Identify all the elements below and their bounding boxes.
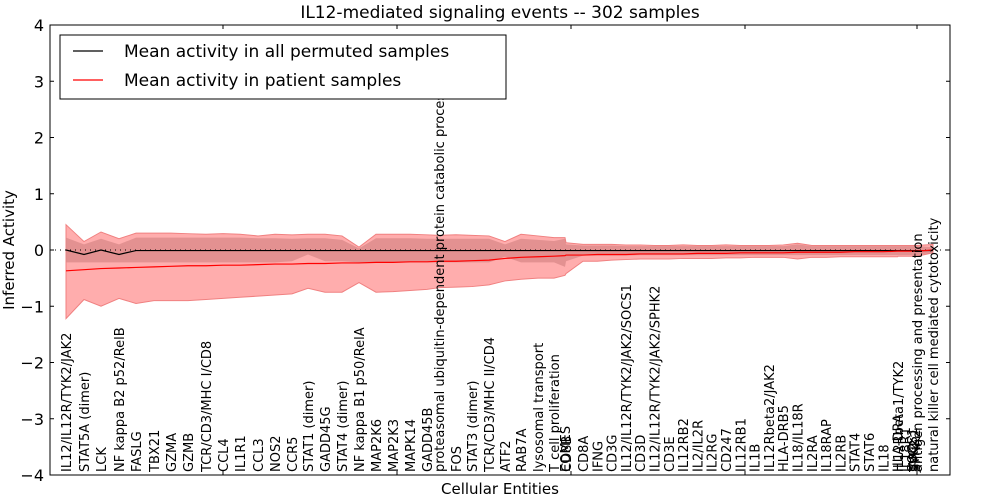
x-tick-label: IL12Rbeta2/JAK2 <box>763 364 778 472</box>
x-tick-label: CD3G <box>606 435 621 472</box>
x-tick-label: STAT4 (dimer) <box>336 381 351 472</box>
x-tick-label: CD8B <box>560 436 575 472</box>
x-tick-label: T cell proliferation <box>548 354 563 473</box>
x-tick-label: GZMB <box>182 433 197 472</box>
y-tick-label: 4 <box>34 16 44 35</box>
x-tick-label: IL12/IL12R/TYK2/JAK2/SOCS1 <box>620 284 635 472</box>
x-tick-label: IL12/IL12R/TYK2/JAK2/SPHK2 <box>649 286 664 472</box>
permuted-mean-line <box>65 249 933 256</box>
x-tick-label: ATF2 <box>499 440 514 472</box>
x-tick-label: FASLG <box>130 431 145 472</box>
x-tick-label: STAT1 (dimer) <box>302 381 317 472</box>
x-tick-label: CD8A <box>577 436 592 472</box>
y-tick-label: −4 <box>20 466 44 485</box>
x-tick-label: RAB7A <box>515 428 530 472</box>
x-tick-label: IL2RB <box>834 435 849 472</box>
x-tick-label: HLA-DRB5 <box>777 405 792 472</box>
x-tick-label: STAT3 (dimer) <box>466 381 481 472</box>
y-tick-label: 2 <box>34 129 44 148</box>
x-tick-label: IL1R1 <box>234 435 249 472</box>
x-tick-label: IL18 <box>877 444 892 472</box>
x-tick-label: CCL3 <box>252 438 267 472</box>
x-tick-label: IL12/IL12R/TYK2/JAK2 <box>60 333 75 472</box>
x-tick-label: GADD45G <box>319 406 334 472</box>
x-tick-label: NOS2 <box>269 436 284 472</box>
x-tick-label: GZMA <box>165 433 180 472</box>
x-tick-label: IL18/IL18R <box>792 403 807 472</box>
plot-area: −4 −3 −2 −1 0 1 2 3 4 IL12/IL12R/TYK2/JAK2 STAT5A … <box>20 16 951 485</box>
x-tick-label: NF kappa B2 p52/RelB <box>113 327 128 472</box>
patient-mean-line <box>65 249 934 272</box>
x-tick-label: lysosomal transport <box>532 343 547 472</box>
y-tick-label: 3 <box>34 72 44 91</box>
x-tick-label: IL12RB1 <box>734 418 749 472</box>
x-tick-label: IFNG <box>591 441 606 472</box>
legend: Mean activity in all permuted samples Me… <box>59 34 507 100</box>
x-tick-label: JAK2 <box>907 443 922 473</box>
x-tick-label: IL12RB2 <box>677 418 692 472</box>
x-tick-label: CD247 <box>720 428 735 472</box>
y-tick-label: 1 <box>34 185 44 204</box>
x-tick-label: MAP2K3 <box>387 419 402 472</box>
x-tick-label: IL2/IL2R <box>691 420 706 472</box>
x-tick-label: GADD45B <box>421 408 436 472</box>
y-tick-label: −3 <box>20 410 44 429</box>
x-tick-label: TCR/CD3/MHC II/CD4 <box>483 337 498 473</box>
x-tick-label: STAT5A (dimer) <box>78 372 93 472</box>
x-tick-label: FOS <box>450 446 465 472</box>
x-tick-label: LCK <box>95 447 110 472</box>
chart-title: IL12-mediated signaling events -- 302 sa… <box>300 3 700 23</box>
legend-box <box>59 34 507 100</box>
x-tick-label: proteasomal ubiquitin-dependent protein … <box>433 87 448 472</box>
inner-band <box>66 237 933 267</box>
x-tick-label: natural killer cell mediated cytotoxicit… <box>927 217 942 472</box>
y-tick-label: −1 <box>20 297 44 316</box>
x-axis-label: Cellular Entities <box>441 480 559 498</box>
x-tick-label: IL18RAP <box>820 419 835 472</box>
x-tick-label: TYK2 <box>908 439 923 473</box>
x-tick-label: CD3D <box>634 435 649 472</box>
legend-label-permuted: Mean activity in all permuted samples <box>124 42 449 62</box>
x-tick-label: CCL4 <box>217 438 232 472</box>
x-tick-label: STAT6 <box>863 433 878 472</box>
legend-label-patient: Mean activity in patient samples <box>124 71 401 91</box>
x-tick-label: IL12Rbeta1/TYK2 <box>892 361 907 472</box>
x-tick-label: MAPK14 <box>404 419 419 472</box>
y-tick-label: −2 <box>20 354 44 373</box>
x-tick-label: EOMES <box>559 426 574 472</box>
x-tick-label: IL18R1 <box>899 427 914 472</box>
x-tick-label: SPHK2 <box>909 429 924 472</box>
x-tick-label: CD3E <box>663 436 678 472</box>
x-tick-label: SOCS1 <box>906 428 921 472</box>
x-tick-label: antigen processing and presentation <box>911 233 926 472</box>
x-tick-label: TBX21 <box>148 430 163 473</box>
x-tick-label: TCR/CD3/MHC I/CD8 <box>200 341 215 473</box>
x-tick-label: MAP2K6 <box>370 419 385 472</box>
x-tick-label: CCR5 <box>286 437 301 472</box>
y-tick-label: 0 <box>34 241 44 260</box>
x-tick-label: HLA-DRA <box>892 414 907 472</box>
x-tick-label: IL2RA <box>806 435 821 472</box>
x-tick-label: IL2RG <box>706 434 721 472</box>
x-tick-label: STAT4 <box>849 433 864 472</box>
y-axis-label: Inferred Activity <box>0 190 18 310</box>
x-tick-label: NF kappa B1 p50/RelA <box>353 327 368 472</box>
x-tick-label: IL1B <box>749 444 764 472</box>
